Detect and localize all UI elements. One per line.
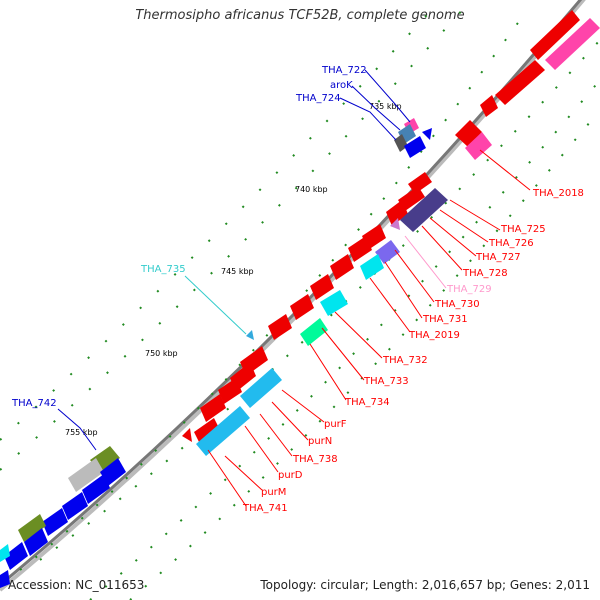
- gene-THA_2019: [300, 318, 328, 346]
- label-THA_735: THA_735: [140, 264, 186, 275]
- label-THA_738: THA_738: [292, 454, 338, 465]
- label-THA_731: THA_731: [422, 314, 468, 325]
- label-THA_730: THA_730: [434, 299, 480, 310]
- tick-735: 735 kbp: [369, 102, 402, 111]
- label-THA_727: THA_727: [475, 252, 521, 263]
- label-THA_728: THA_728: [462, 268, 508, 279]
- label-THA_726: THA_726: [488, 238, 534, 249]
- gene-THA_725: [400, 188, 448, 232]
- label-THA_729: THA_729: [446, 284, 492, 295]
- gene-labels: THA_722 aroK THA_724 THA_742 THA_735 THA…: [11, 65, 584, 514]
- label-purM: purM: [261, 487, 286, 498]
- gene-red-2: [495, 60, 545, 105]
- label-THA_742: THA_742: [11, 398, 57, 409]
- cluster-735: [394, 118, 432, 158]
- gene-blue-a: [404, 136, 426, 158]
- label-THA_725: THA_725: [500, 224, 546, 235]
- cluster-755: [0, 446, 126, 588]
- tick-755: 755 kbp: [65, 428, 98, 437]
- label-THA_734: THA_734: [344, 397, 390, 408]
- gene-THA_729-marker: [390, 218, 400, 230]
- label-THA_722: THA_722: [321, 65, 367, 76]
- label-THA_2018: THA_2018: [532, 188, 584, 199]
- genome-title: Thermosipho africanus TCF52B, complete g…: [135, 8, 465, 23]
- cluster-740: [246, 172, 448, 346]
- gene-magenta-1: [545, 18, 600, 70]
- gene-THA_724: [394, 134, 408, 152]
- label-purD: purD: [278, 470, 303, 481]
- label-THA_733: THA_733: [363, 376, 409, 387]
- label-THA_724: THA_724: [295, 93, 341, 104]
- cluster-750: [182, 346, 282, 456]
- gene-red-4: [455, 120, 482, 147]
- gene-THA_735: [246, 330, 254, 340]
- tick-745: 745 kbp: [221, 267, 254, 276]
- outer-genes-top: [455, 10, 600, 160]
- label-aroK: aroK: [330, 80, 353, 91]
- label-THA_732: THA_732: [382, 355, 428, 366]
- accession-label: Accession: NC_011653: [8, 578, 145, 592]
- label-purN: purN: [308, 436, 332, 447]
- leader-lines: [57, 69, 531, 507]
- dotted-ring-inner: [0, 0, 473, 471]
- label-THA_741: THA_741: [242, 503, 288, 514]
- gene-red-1: [530, 10, 580, 60]
- tick-740: 740 kbp: [295, 185, 328, 194]
- gene-red-3: [480, 95, 498, 117]
- tick-750: 750 kbp: [145, 349, 178, 358]
- label-THA_2019: THA_2019: [408, 330, 460, 341]
- tick-labels: 735 kbp 740 kbp 745 kbp 750 kbp 755 kbp: [65, 102, 402, 437]
- topology-label: Topology: circular; Length: 2,016,657 bp…: [260, 578, 590, 592]
- gene-blue-b: [422, 128, 432, 140]
- label-purF: purF: [324, 419, 347, 430]
- gene-magenta-2: [465, 132, 492, 160]
